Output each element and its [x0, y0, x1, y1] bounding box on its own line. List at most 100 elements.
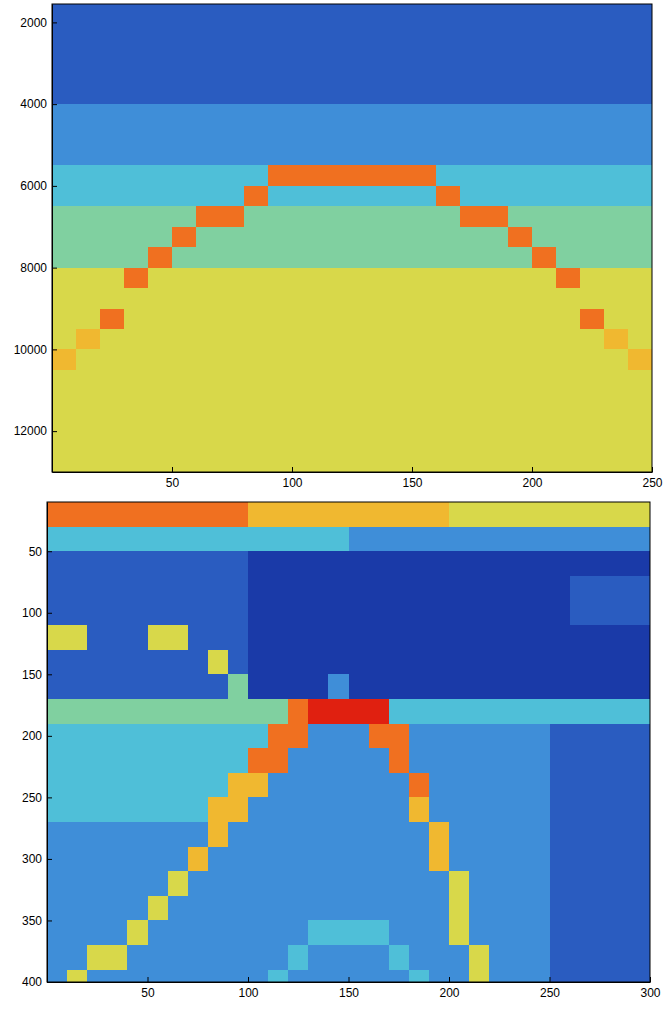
heatmap-cell: [168, 896, 189, 921]
heatmap-cell: [228, 797, 249, 822]
heatmap-cell: [244, 104, 269, 125]
heatmap-cell: [604, 125, 629, 146]
heatmap-cell: [460, 390, 485, 411]
heatmap-cell: [532, 349, 557, 370]
heatmap-cell: [124, 125, 149, 146]
heatmap-cell: [570, 502, 591, 527]
heatmap-cell: [100, 43, 125, 64]
heatmap-cell: [508, 309, 533, 330]
heatmap-cell: [172, 390, 197, 411]
heatmap-cell: [67, 797, 88, 822]
heatmap-cell: [328, 625, 349, 650]
heatmap-cell: [610, 650, 631, 675]
heatmap-cell: [460, 411, 485, 432]
heatmap-cell: [449, 871, 470, 896]
heatmap-cell: [369, 797, 390, 822]
heatmap-cell: [484, 63, 509, 84]
heatmap-cell: [268, 650, 289, 675]
heatmap-cell: [107, 945, 128, 970]
heatmap-cell: [508, 125, 533, 146]
heatmap-cell: [349, 600, 370, 625]
heatmap-cell: [369, 748, 390, 773]
heatmap-cell: [268, 186, 293, 207]
heatmap-cell: [340, 268, 365, 289]
heatmap-cell: [550, 502, 571, 527]
heatmap-cell: [107, 797, 128, 822]
heatmap-cell: [172, 309, 197, 330]
heatmap-cell: [292, 63, 317, 84]
heatmap-cell: [168, 502, 189, 527]
heatmap-cell: [196, 431, 221, 452]
heatmap-cell: [484, 288, 509, 309]
heatmap-cell: [409, 650, 430, 675]
heatmap-cell: [556, 288, 581, 309]
heatmap-cell: [389, 527, 410, 552]
heatmap-cell: [388, 452, 413, 472]
heatmap-cell: [436, 186, 461, 207]
heatmap-cell: [268, 145, 293, 166]
heatmap-cell: [412, 165, 437, 186]
tick-mark: [52, 186, 57, 187]
heatmap-cell: [168, 699, 189, 724]
heatmap-cell: [340, 63, 365, 84]
heatmap-cell: [268, 43, 293, 64]
heatmap-cell: [469, 650, 490, 675]
heatmap-cell: [47, 970, 68, 982]
heatmap-cell: [47, 625, 68, 650]
heatmap-cell: [412, 309, 437, 330]
heatmap-cell: [67, 551, 88, 576]
heatmap-cell: [364, 288, 389, 309]
tick: 12000: [14, 424, 57, 438]
heatmap-cell: [148, 773, 169, 798]
tick-label: 2000: [20, 16, 47, 30]
heatmap-cell: [220, 165, 245, 186]
heatmap-cell: [509, 600, 530, 625]
heatmap-cell: [580, 349, 605, 370]
heatmap-cell: [87, 650, 108, 675]
heatmap-cell: [127, 576, 148, 601]
heatmap-cell: [316, 104, 341, 125]
heatmap-cell: [532, 63, 557, 84]
heatmap-cell: [148, 329, 173, 350]
heatmap-cell: [412, 390, 437, 411]
heatmap-cell: [550, 945, 571, 970]
heatmap-cell: [436, 63, 461, 84]
heatmap-cell: [124, 431, 149, 452]
heatmap-cell: [100, 4, 125, 23]
heatmap-cell: [460, 165, 485, 186]
heatmap-cell: [188, 970, 209, 982]
heatmap-cell: [590, 576, 611, 601]
heatmap-cell: [52, 268, 77, 289]
heatmap-cell: [87, 773, 108, 798]
heatmap-cell: [436, 227, 461, 248]
tick: 150: [22, 668, 52, 682]
heatmap-cell: [188, 527, 209, 552]
heatmap-cell: [556, 145, 581, 166]
heatmap-cell: [556, 411, 581, 432]
heatmap-cell: [288, 551, 309, 576]
heatmap-cell: [449, 847, 470, 872]
heatmap-cell: [228, 724, 249, 749]
heatmap-cell: [349, 797, 370, 822]
heatmap-cell: [196, 329, 221, 350]
heatmap-cell: [316, 227, 341, 248]
heatmap-cell: [76, 431, 101, 452]
heatmap-cell: [340, 411, 365, 432]
heatmap-cell: [388, 227, 413, 248]
heatmap-cell: [52, 288, 77, 309]
heatmap-cell: [630, 724, 650, 749]
heatmap-cell: [449, 699, 470, 724]
heatmap-cell: [340, 247, 365, 268]
tick: 250: [540, 977, 560, 1000]
heatmap-cell: [248, 600, 269, 625]
heatmap-cell: [388, 104, 413, 125]
heatmap-cell: [107, 699, 128, 724]
heatmap-cell: [340, 329, 365, 350]
heatmap-cell: [489, 724, 510, 749]
heatmap-cell: [316, 309, 341, 330]
heatmap-cell: [292, 104, 317, 125]
heatmap-cell: [630, 650, 650, 675]
heatmap-cell: [308, 748, 329, 773]
tick-mark: [47, 551, 52, 552]
heatmap-cell: [148, 186, 173, 207]
